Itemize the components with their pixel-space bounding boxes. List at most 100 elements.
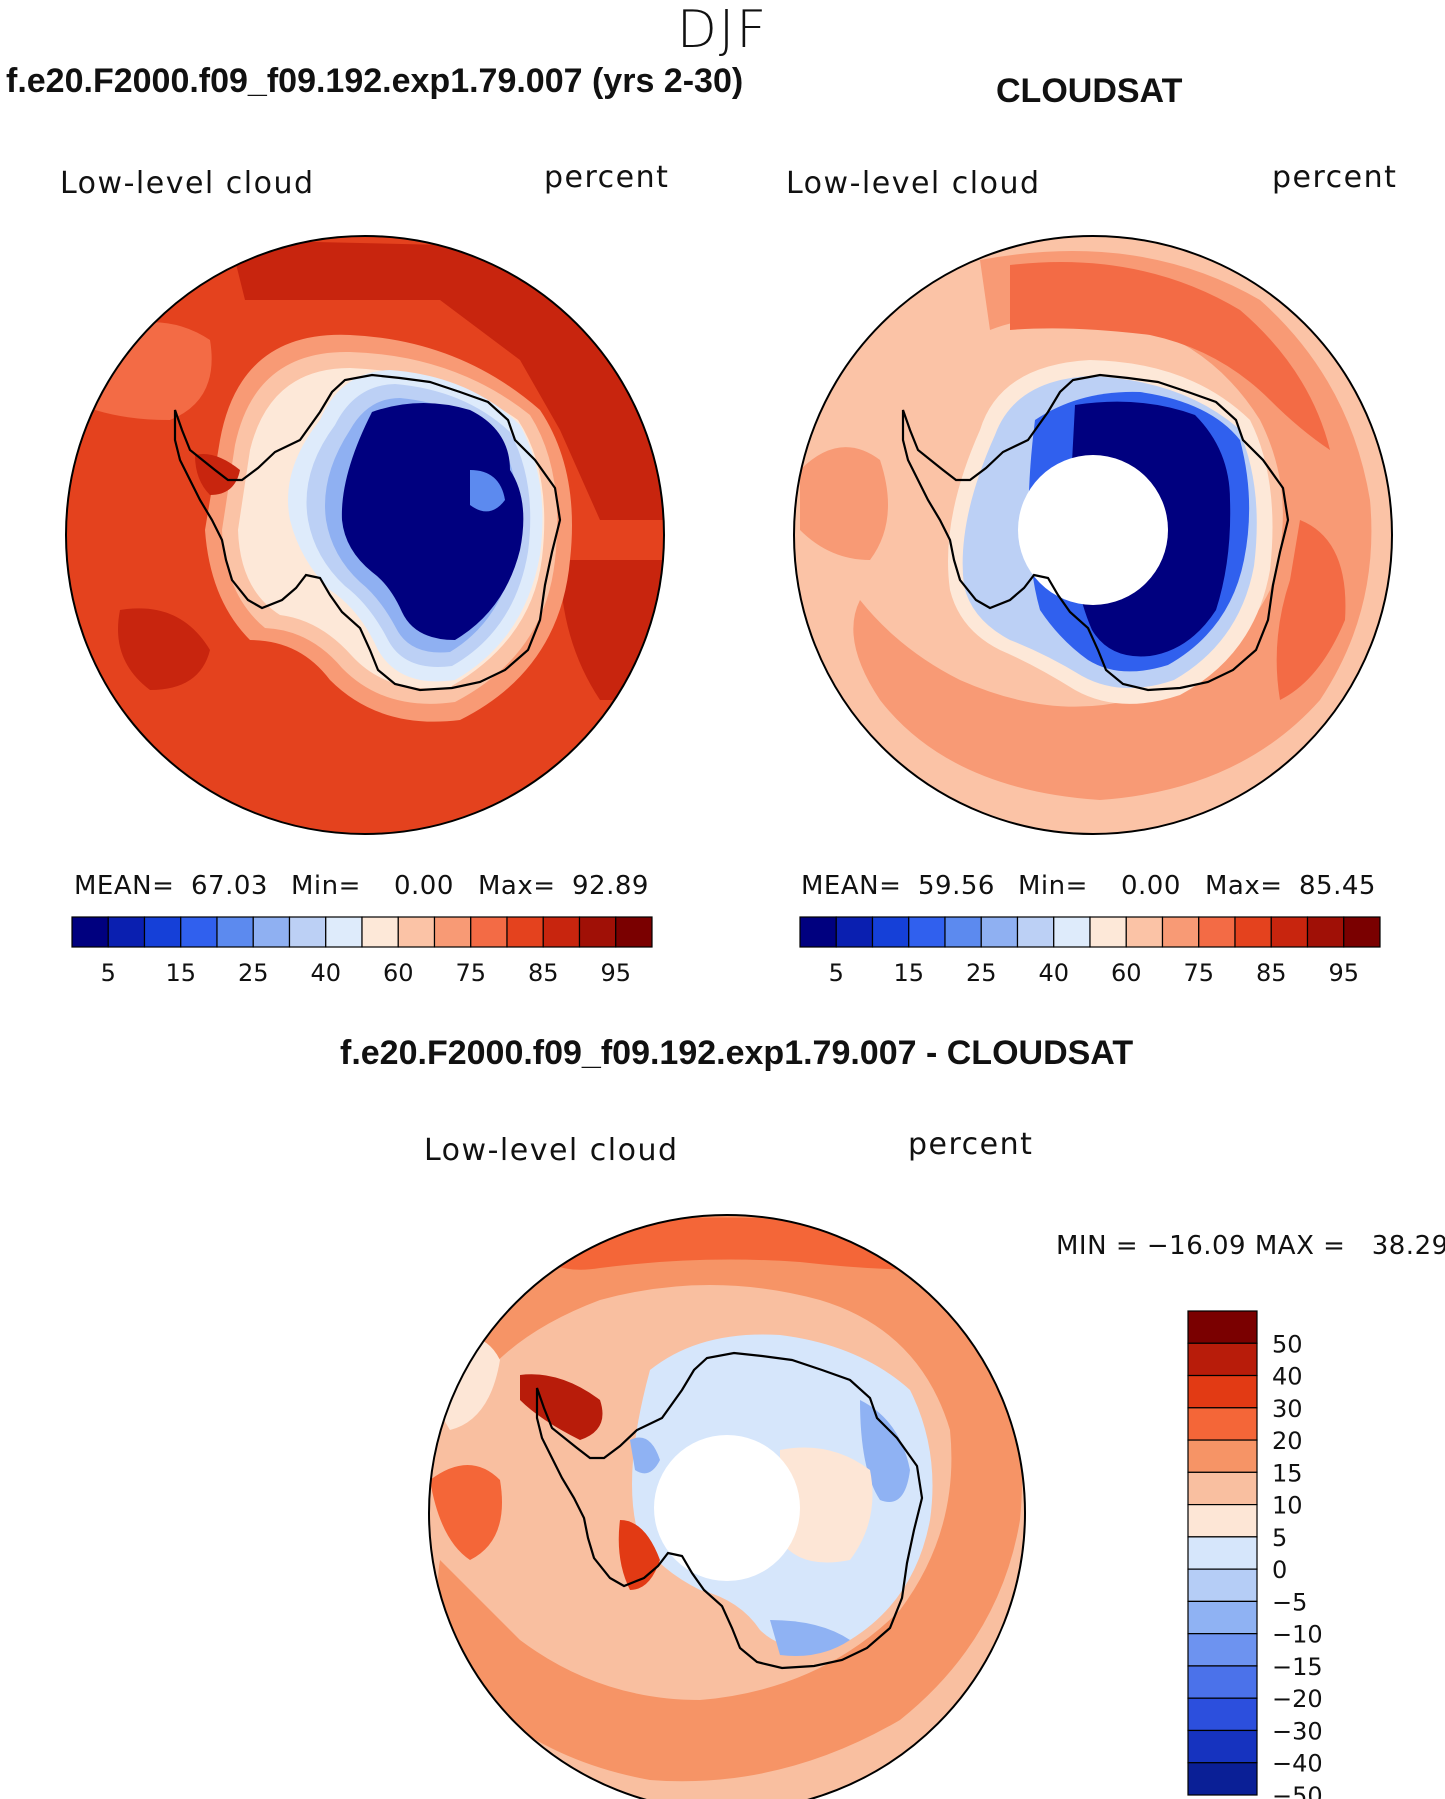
cb1-swatch-0 bbox=[71, 916, 109, 948]
cb1-tick-label: 40 bbox=[310, 959, 341, 987]
cb2-swatch-4 bbox=[944, 916, 982, 948]
cb2-swatch-5 bbox=[980, 916, 1019, 948]
panel2-mean-label: MEAN= bbox=[801, 871, 902, 901]
cb3-swatch-13 bbox=[1187, 1729, 1258, 1764]
p3-peninsula-red bbox=[520, 1374, 603, 1440]
cb3-swatch-3 bbox=[1187, 1407, 1258, 1441]
panel1-colorbar: 5 15 25 40 60 75 85 95 bbox=[71, 916, 653, 987]
cb3-tick-label: 40 bbox=[1272, 1363, 1303, 1391]
cb1-swatch-5 bbox=[252, 916, 291, 948]
p3-map-border bbox=[428, 1214, 1026, 1799]
cb3-swatch-4 bbox=[1187, 1439, 1258, 1473]
cb1-tick-label: 85 bbox=[528, 959, 559, 987]
cb3-swatch-12 bbox=[1187, 1697, 1258, 1732]
cb1-swatch-3 bbox=[180, 916, 218, 948]
cb1-swatch-2 bbox=[143, 916, 182, 948]
cb2-swatch-8 bbox=[1089, 916, 1127, 948]
panel2-variable-label: Low-level cloud bbox=[786, 166, 1041, 201]
cb2-swatch-6 bbox=[1016, 916, 1055, 948]
cb3-tick-label: 5 bbox=[1272, 1524, 1287, 1552]
p2-band-85-strong bbox=[1010, 262, 1330, 450]
cb1-tick-label: 95 bbox=[600, 959, 631, 987]
cb3-swatch-6 bbox=[1187, 1503, 1258, 1538]
cb3-swatch-8 bbox=[1187, 1568, 1258, 1602]
cb2-swatch-2 bbox=[871, 916, 910, 948]
cb1-swatch-1 bbox=[107, 916, 146, 948]
cb3-tick-label: −15 bbox=[1272, 1653, 1323, 1681]
panel1-map bbox=[65, 235, 665, 835]
p2-band-west bbox=[800, 447, 888, 560]
cb3-tick-label: 20 bbox=[1272, 1427, 1303, 1455]
p3-pole-hole bbox=[654, 1435, 800, 1581]
cb2-swatch-1 bbox=[835, 916, 874, 948]
cb3-tick-label: 15 bbox=[1272, 1459, 1303, 1487]
panel2-max-value: 85.45 bbox=[1299, 871, 1376, 901]
panel1-max-value: 92.89 bbox=[572, 871, 649, 901]
cb2-swatch-14 bbox=[1306, 916, 1345, 948]
cb3-tick-label: −20 bbox=[1272, 1685, 1323, 1713]
cb3-swatch-2 bbox=[1187, 1374, 1258, 1409]
p2-pole-hole bbox=[1018, 455, 1168, 605]
p3-coast-blue bbox=[630, 1437, 660, 1474]
cb3-swatch-14 bbox=[1187, 1762, 1258, 1796]
cb2-tick-label: 15 bbox=[893, 959, 924, 987]
panel2-map bbox=[793, 235, 1393, 835]
cb1-swatch-15 bbox=[615, 916, 653, 948]
p1-ice-inlet bbox=[470, 470, 505, 512]
cb3-swatch-11 bbox=[1187, 1665, 1258, 1699]
p2-map-border bbox=[793, 235, 1393, 835]
panel1-mean-label: MEAN= bbox=[74, 871, 175, 901]
cb1-swatch-8 bbox=[361, 916, 399, 948]
cb3-tick-label: −10 bbox=[1272, 1621, 1323, 1649]
cb3-swatch-7 bbox=[1187, 1536, 1258, 1570]
cb1-swatch-4 bbox=[216, 916, 254, 948]
panel2-units-label: percent bbox=[1272, 160, 1398, 195]
p1-high-cloud-patch bbox=[118, 608, 210, 690]
panel3-units-label: percent bbox=[908, 1127, 1034, 1162]
cb1-tick-label: 60 bbox=[383, 959, 414, 987]
cb2-tick-label: 85 bbox=[1256, 959, 1287, 987]
panel1-max-label: Max= bbox=[478, 871, 556, 901]
cb3-swatch-0 bbox=[1187, 1310, 1258, 1344]
cb1-tick-label: 5 bbox=[101, 959, 116, 987]
panel1-units-label: percent bbox=[544, 160, 670, 195]
season-title: DJF bbox=[676, 0, 769, 60]
cb2-tick-label: 40 bbox=[1038, 959, 1069, 987]
cb3-swatch-5 bbox=[1187, 1471, 1258, 1506]
cb2-swatch-13 bbox=[1270, 916, 1309, 948]
panel2-mean-value: 59.56 bbox=[918, 871, 995, 901]
p3-antarctic-blue-south bbox=[770, 1620, 850, 1656]
panel1-min-label: Min= bbox=[291, 871, 361, 901]
panel2-colorbar: 5 15 25 40 60 75 85 95 bbox=[799, 916, 1381, 987]
cb1-swatch-11 bbox=[470, 916, 508, 948]
panel2-min-value: 0.00 bbox=[1121, 871, 1181, 901]
panel2-min-label: Min= bbox=[1018, 871, 1088, 901]
cb3-tick-label: 0 bbox=[1272, 1556, 1287, 1584]
p1-map-border bbox=[65, 235, 665, 835]
cb3-tick-label: 50 bbox=[1272, 1330, 1303, 1358]
cb3-tick-label: 30 bbox=[1272, 1395, 1303, 1423]
cb2-swatch-11 bbox=[1198, 916, 1236, 948]
cb3-swatch-1 bbox=[1187, 1342, 1258, 1377]
panel2-max-label: Max= bbox=[1205, 871, 1283, 901]
cb3-tick-label: −40 bbox=[1272, 1750, 1323, 1778]
panel3-map bbox=[428, 1214, 1026, 1799]
panel1-variable-label: Low-level cloud bbox=[60, 166, 315, 201]
p2-coastline bbox=[901, 373, 1290, 692]
cb2-tick-label: 25 bbox=[966, 959, 997, 987]
panel1-title: f.e20.F2000.f09_f09.192.exp1.79.007 (yrs… bbox=[6, 62, 744, 100]
cb2-tick-label: 75 bbox=[1183, 959, 1214, 987]
cb1-tick-label: 15 bbox=[165, 959, 196, 987]
cb1-swatch-10 bbox=[433, 916, 472, 948]
p3-antarctic-neutral bbox=[780, 1447, 873, 1563]
panel2-title: CLOUDSAT bbox=[996, 72, 1183, 110]
p3-antarctic-blue-edge bbox=[860, 1400, 910, 1502]
cb3-tick-label: −5 bbox=[1272, 1588, 1307, 1616]
cb2-tick-label: 5 bbox=[829, 959, 844, 987]
p2-band-85-east bbox=[1276, 520, 1346, 700]
cb3-tick-label: −50 bbox=[1272, 1782, 1323, 1799]
p1-high-cloud-region bbox=[230, 240, 664, 520]
cb1-swatch-6 bbox=[288, 916, 327, 948]
cb1-swatch-7 bbox=[325, 916, 363, 948]
